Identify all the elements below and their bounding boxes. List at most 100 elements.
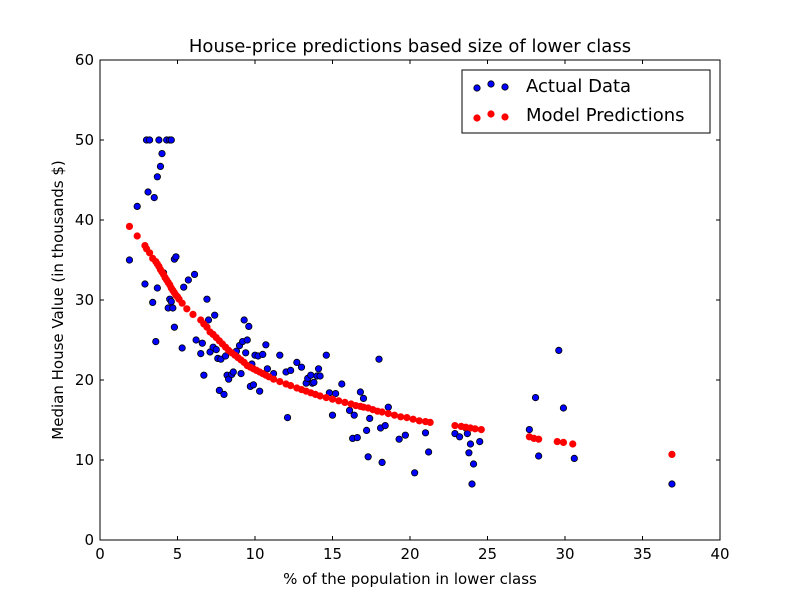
- model-prediction-point: [341, 398, 349, 406]
- actual-data-point: [331, 389, 340, 398]
- model-prediction-point: [146, 249, 154, 257]
- actual-data-point: [476, 437, 484, 446]
- plot-frame: [99, 59, 721, 541]
- model-prediction-point: [535, 435, 543, 443]
- actual-data-point: [212, 345, 220, 354]
- model-prediction-point: [178, 299, 186, 307]
- legend-marker-actual-data: [473, 80, 509, 92]
- legend-dot: [487, 110, 495, 118]
- actual-data-point: [221, 352, 230, 360]
- actual-data-point: [350, 411, 358, 419]
- actual-data-point: [310, 378, 318, 386]
- y-tick-label: 20: [75, 371, 94, 389]
- actual-data-point: [381, 421, 389, 430]
- y-tick-label: 30: [75, 291, 94, 309]
- actual-data-point: [307, 371, 315, 379]
- legend-box: [461, 69, 711, 134]
- x-tick-label: 0: [95, 545, 105, 563]
- model-prediction-point: [328, 395, 337, 403]
- actual-data-point: [259, 350, 267, 358]
- actual-data-point: [424, 448, 433, 456]
- actual-data-point: [338, 380, 346, 388]
- actual-data-point: [240, 316, 248, 324]
- actual-data-point: [297, 363, 306, 371]
- actual-data-point: [455, 433, 464, 441]
- x-tick-label: 20: [400, 545, 419, 563]
- model-prediction-point: [316, 392, 324, 400]
- actual-data-point: [262, 341, 270, 349]
- actual-data-point: [469, 460, 478, 468]
- actual-data-point: [167, 297, 175, 306]
- actual-data-point: [190, 270, 199, 278]
- actual-data-point: [375, 355, 383, 363]
- model-prediction-point: [559, 438, 568, 446]
- actual-data-point: [200, 371, 208, 379]
- actual-data-point: [229, 368, 237, 376]
- y-tick-label: 40: [75, 211, 94, 229]
- actual-data-point: [180, 283, 188, 291]
- actual-data-point: [243, 336, 251, 344]
- actual-data-point: [287, 366, 295, 374]
- model-prediction-point: [378, 408, 386, 416]
- model-prediction-point: [451, 421, 459, 430]
- actual-data-point: [322, 351, 330, 359]
- y-axis-ticks: 0 10 20 30 40 50 60: [75, 51, 720, 549]
- y-tick-label: 60: [75, 51, 94, 69]
- plot-area: [125, 136, 676, 488]
- model-prediction-point: [287, 381, 295, 390]
- y-axis-label: Median House Value (in thousands $): [49, 160, 67, 439]
- legend: Actual Data Model Predictions: [461, 69, 711, 134]
- actual-data-point: [256, 387, 264, 395]
- actual-data-point: [465, 449, 473, 457]
- actual-data-point: [158, 150, 166, 158]
- legend-label-model-predictions: Model Predictions: [526, 105, 685, 126]
- model-prediction-point: [409, 415, 417, 423]
- actual-data-point: [364, 453, 372, 461]
- actual-data-point: [359, 394, 368, 402]
- actual-data-point: [184, 276, 192, 284]
- actual-data-point: [555, 346, 563, 354]
- actual-data-point: [198, 339, 206, 347]
- model-prediction-point: [471, 425, 479, 433]
- legend-dot: [473, 84, 481, 92]
- actual-data-point: [468, 480, 476, 488]
- actual-data-point: [411, 469, 419, 477]
- x-tick-label: 30: [555, 545, 574, 563]
- y-tick-label: 0: [84, 531, 94, 549]
- actual-data-point: [149, 298, 157, 306]
- legend-dot: [473, 114, 481, 122]
- actual-data-point: [172, 253, 180, 261]
- model-prediction-point: [426, 418, 434, 426]
- actual-data-point: [570, 454, 578, 462]
- actual-data-point: [401, 431, 409, 439]
- actual-data-point: [293, 358, 301, 366]
- model-prediction-point: [390, 411, 399, 419]
- actual-data-point: [204, 316, 213, 324]
- x-tick-label: 40: [710, 545, 729, 563]
- model-prediction-point: [276, 377, 284, 386]
- actual-data-point: [156, 162, 165, 170]
- y-tick-label: 50: [75, 131, 94, 149]
- actual-data-point: [535, 452, 543, 460]
- actual-data-point: [150, 194, 158, 202]
- series-actual-data: [125, 136, 676, 488]
- actual-data-point: [197, 349, 205, 358]
- actual-data-point: [155, 136, 163, 144]
- x-axis-label: % of the population in lower class: [283, 570, 537, 588]
- actual-data-point: [245, 322, 253, 330]
- model-prediction-point: [133, 232, 141, 240]
- actual-data-point: [353, 433, 361, 442]
- actual-data-point: [178, 344, 186, 352]
- x-tick-label: 10: [245, 545, 264, 563]
- actual-data-point: [314, 365, 323, 373]
- x-tick-label: 35: [633, 545, 652, 563]
- series-model-predictions: [125, 222, 676, 458]
- actual-data-point: [242, 349, 250, 357]
- legend-dot: [501, 83, 509, 91]
- actual-data-point: [211, 311, 219, 319]
- actual-data-point: [152, 337, 160, 346]
- legend-dot: [501, 113, 509, 121]
- model-prediction-point: [668, 450, 676, 458]
